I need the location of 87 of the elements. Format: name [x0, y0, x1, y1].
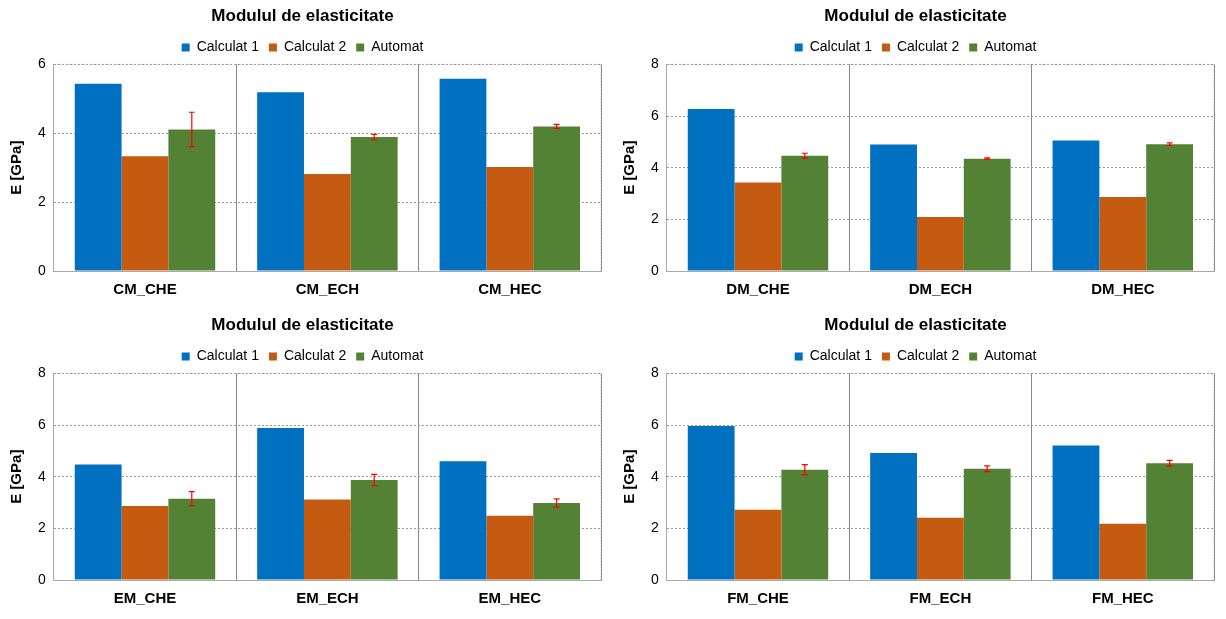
chart-title: Modulul de elasticitate [211, 314, 394, 334]
y-tick-label: 8 [650, 364, 659, 381]
bar [687, 109, 735, 271]
bar [439, 78, 487, 271]
legend-label: Calculat 1 [196, 38, 260, 55]
y-tick-label: 0 [37, 570, 46, 587]
bar [734, 509, 782, 580]
legend-label: Automat [984, 38, 1037, 55]
bar [121, 156, 169, 271]
bar [303, 499, 351, 580]
bar [1052, 140, 1100, 271]
legend-label: Automat [371, 38, 424, 55]
chart-title: Modulul de elasticitate [211, 5, 394, 25]
bar [74, 83, 122, 271]
y-tick-label: 6 [650, 415, 659, 432]
bar [257, 92, 304, 271]
x-tick-label: EM_ECH [296, 589, 359, 607]
bar [74, 464, 122, 580]
y-tick-label: 6 [37, 415, 46, 432]
chart-title: Modulul de elasticitate [824, 5, 1007, 25]
bar [168, 498, 216, 580]
bar [870, 144, 917, 271]
bar [350, 480, 398, 580]
y-tick-label: 0 [650, 261, 659, 278]
bar [486, 515, 534, 580]
y-tick-label: 4 [650, 467, 659, 484]
bar [257, 427, 304, 580]
y-tick-label: 2 [37, 519, 46, 536]
y-tick-label: 2 [37, 192, 46, 209]
bar [1052, 445, 1100, 580]
x-tick-label: FM_CHE [727, 589, 789, 607]
y-tick-label: 4 [37, 467, 46, 484]
bar [533, 126, 581, 271]
y-tick-label: 8 [37, 364, 46, 381]
bar [1146, 463, 1194, 580]
legend-label: Calculat 1 [809, 38, 873, 55]
bar [303, 173, 351, 271]
bar [687, 426, 735, 580]
bar [533, 503, 581, 580]
legend-label: Calculat 2 [283, 38, 347, 55]
y-tick-label: 0 [650, 570, 659, 587]
bar [963, 468, 1011, 580]
bar [439, 461, 487, 580]
x-tick-label: FM_HEC [1091, 589, 1154, 607]
x-tick-label: CM_CHE [113, 280, 177, 298]
x-tick-label: EM_HEC [478, 589, 542, 607]
y-axis-title: E [GPa] [7, 449, 25, 504]
bar [870, 452, 917, 580]
legend-label: Automat [984, 347, 1037, 364]
bar [486, 167, 534, 271]
y-tick-label: 4 [650, 158, 659, 175]
y-axis-title: E [GPa] [620, 140, 638, 195]
bar [734, 182, 782, 271]
x-tick-label: FM_ECH [909, 589, 972, 607]
legend-label: Calculat 1 [196, 347, 260, 364]
bar [916, 217, 964, 271]
bar [781, 469, 829, 580]
legend-label: Automat [371, 347, 424, 364]
legend-label: Calculat 2 [896, 38, 960, 55]
bar [168, 129, 216, 271]
bar [1099, 196, 1147, 271]
x-tick-label: DM_ECH [908, 280, 973, 298]
y-axis-title: E [GPa] [7, 140, 25, 195]
bar [781, 155, 829, 271]
bar [963, 158, 1011, 271]
y-tick-label: 8 [650, 55, 659, 72]
legend-label: Calculat 2 [896, 347, 960, 364]
x-tick-label: CM_HEC [478, 280, 542, 298]
y-tick-label: 6 [37, 55, 46, 72]
y-axis-title: E [GPa] [620, 449, 638, 504]
x-tick-label: DM_HEC [1091, 280, 1155, 298]
bar [1099, 523, 1147, 580]
x-tick-label: DM_CHE [726, 280, 790, 298]
y-tick-label: 6 [650, 106, 659, 123]
chart-title: Modulul de elasticitate [824, 314, 1007, 334]
bar [1146, 144, 1194, 271]
y-tick-label: 4 [37, 124, 46, 141]
x-tick-label: CM_ECH [295, 280, 360, 298]
y-tick-label: 0 [37, 261, 46, 278]
bar [916, 517, 964, 580]
bar [121, 505, 169, 580]
y-tick-label: 2 [650, 519, 659, 536]
legend-label: Calculat 2 [283, 347, 347, 364]
legend-label: Calculat 1 [809, 347, 873, 364]
bar [350, 137, 398, 271]
y-tick-label: 2 [650, 210, 659, 227]
x-tick-label: EM_CHE [113, 589, 177, 607]
